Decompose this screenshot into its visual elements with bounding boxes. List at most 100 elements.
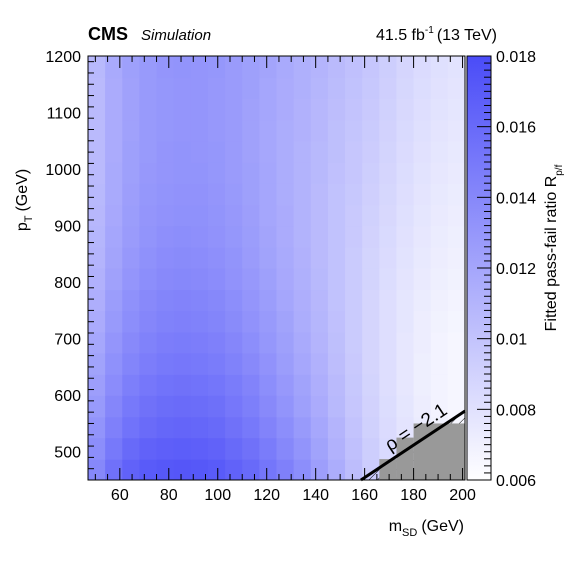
heatmap-cell [362, 374, 380, 396]
heatmap-cell [173, 395, 192, 418]
heatmap-cell [413, 395, 432, 418]
heatmap-cell [345, 247, 363, 269]
heatmap-cell [173, 310, 192, 333]
heatmap-cell [88, 77, 106, 99]
x-tick-label: 140 [302, 487, 329, 504]
heatmap-cell [242, 98, 260, 121]
heatmap-cell [276, 225, 295, 248]
heatmap-cell [122, 225, 141, 248]
heatmap-cell [207, 416, 226, 439]
x-tick-label: 120 [253, 487, 280, 504]
heatmap-cell [139, 352, 158, 375]
heatmap-cell [173, 119, 192, 142]
heatmap-cell [105, 56, 123, 79]
heatmap-cell [173, 204, 192, 227]
heatmap-cell [225, 310, 243, 333]
heatmap-cell [276, 183, 295, 206]
heatmap-cell [276, 289, 295, 311]
heatmap-cell [156, 289, 175, 311]
heatmap-cell [225, 98, 243, 121]
heatmap-cell [396, 416, 415, 439]
heatmap-cell [327, 416, 346, 439]
heatmap-cell [225, 225, 243, 248]
heatmap-cell [156, 310, 175, 333]
heatmap-cell [310, 374, 329, 396]
heatmap-cell [242, 374, 260, 396]
heatmap-cell [122, 77, 141, 99]
heatmap-cell [259, 331, 278, 354]
heatmap-cell [276, 119, 295, 142]
heatmap-cell [379, 77, 398, 99]
heatmap-cell [139, 183, 158, 206]
heatmap-cell [276, 140, 295, 163]
heatmap-cell [225, 374, 243, 396]
heatmap-cell [379, 289, 398, 311]
heatmap-cell [430, 247, 449, 269]
heatmap-cell [276, 374, 295, 396]
heatmap-cell [362, 204, 380, 227]
lumi-energy: (13 TeV) [437, 27, 497, 44]
heatmap-cell [276, 56, 295, 79]
heatmap-cell [173, 140, 192, 163]
heatmap-cell [122, 289, 141, 311]
heatmap-cell [293, 225, 312, 248]
x-axis-title-main: m [389, 518, 402, 535]
heatmap-cell [242, 268, 260, 291]
heatmap-cell [327, 437, 346, 460]
heatmap-cell [242, 119, 260, 142]
excluded-cell [413, 423, 465, 480]
heatmap-cell [88, 331, 106, 354]
heatmap-cell [139, 119, 158, 142]
heatmap-cell [225, 77, 243, 99]
heatmap-cell [139, 162, 158, 184]
heatmap-cell [413, 331, 432, 354]
heatmap-cell [105, 268, 123, 291]
heatmap-cell [430, 310, 449, 333]
heatmap-cell [105, 204, 123, 227]
heatmap-cell [345, 140, 363, 163]
heatmap-cell [105, 310, 123, 333]
heatmap-cell [310, 247, 329, 269]
heatmap-cell [242, 77, 260, 99]
simulation-label: Simulation [141, 27, 211, 44]
heatmap-cell [242, 289, 260, 311]
heatmap-cell [430, 225, 449, 248]
y-tick-label: 800 [54, 275, 81, 292]
heatmap-cell [190, 268, 209, 291]
heatmap-cell [345, 289, 363, 311]
experiment-label: CMS [88, 24, 128, 44]
heatmap-cell [293, 98, 312, 121]
heatmap-cell [362, 77, 380, 99]
heatmap-cell [293, 310, 312, 333]
heatmap-cell [207, 247, 226, 269]
heatmap-cell [105, 374, 123, 396]
heatmap-cell [156, 162, 175, 184]
heatmap-cell [173, 459, 192, 480]
heatmap-cell [207, 352, 226, 375]
y-tick-label: 900 [54, 219, 81, 236]
heatmap-cell [190, 162, 209, 184]
heatmap-cell [173, 437, 192, 460]
heatmap-cell [88, 437, 106, 460]
x-tick-label: 180 [400, 487, 427, 504]
heatmap-cell [396, 140, 415, 163]
heatmap-cell [430, 395, 449, 418]
heatmap-cell [396, 204, 415, 227]
heatmap-cell [156, 56, 175, 79]
heatmap-cell [207, 331, 226, 354]
heatmap-cell [207, 437, 226, 460]
heatmap-cell [88, 268, 106, 291]
heatmap-cell [156, 77, 175, 99]
heatmap-cell [88, 374, 106, 396]
heatmap-cell [156, 98, 175, 121]
heatmap-cell [310, 183, 329, 206]
heatmap-cell [122, 119, 141, 142]
heatmap-cell [310, 162, 329, 184]
z-axis: 0.006 0.008 0.01 0.012 0.014 0.016 0.018 [477, 49, 536, 490]
heatmap-cell [447, 162, 465, 184]
z-tick-label: 0.01 [496, 332, 527, 349]
heatmap-cell [447, 225, 465, 248]
heatmap-cell [396, 374, 415, 396]
heatmap-cell [105, 459, 123, 480]
heatmap-cell [259, 289, 278, 311]
